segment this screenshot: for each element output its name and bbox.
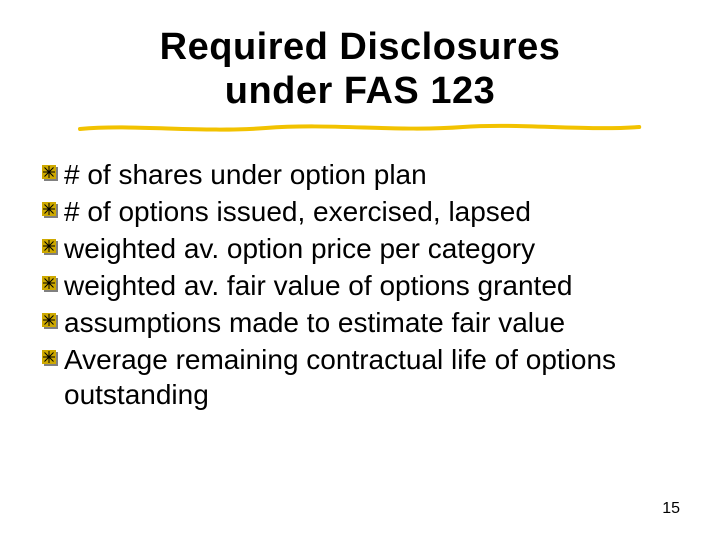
page-number: 15	[662, 500, 680, 518]
bullet-row: Average remaining contractual life of op…	[40, 342, 680, 412]
title-underline	[78, 121, 641, 135]
slide-title: Required Disclosures under FAS 123	[40, 26, 680, 113]
title-line-1: Required Disclosures	[160, 26, 561, 68]
bullet-icon	[40, 231, 64, 263]
bullet-row: # of shares under option plan	[40, 157, 680, 192]
slide: Required Disclosures under FAS 123 # of …	[0, 0, 720, 540]
bullet-icon	[40, 342, 64, 374]
bullet-icon	[40, 194, 64, 226]
bullet-icon	[40, 157, 64, 189]
bullet-icon	[40, 268, 64, 300]
bullet-text: assumptions made to estimate fair value	[64, 305, 565, 340]
bullet-row: weighted av. fair value of options grant…	[40, 268, 680, 303]
bullet-text: # of options issued, exercised, lapsed	[64, 194, 531, 229]
bullet-text: # of shares under option plan	[64, 157, 427, 192]
bullet-row: weighted av. option price per category	[40, 231, 680, 266]
bullet-list: # of shares under option plan# of option…	[40, 157, 680, 412]
bullet-row: # of options issued, exercised, lapsed	[40, 194, 680, 229]
bullet-text: Average remaining contractual life of op…	[64, 342, 680, 412]
bullet-text: weighted av. option price per category	[64, 231, 535, 266]
bullet-icon	[40, 305, 64, 337]
title-line-2: under FAS 123	[225, 70, 495, 112]
underline-svg	[78, 121, 641, 135]
bullet-row: assumptions made to estimate fair value	[40, 305, 680, 340]
bullet-text: weighted av. fair value of options grant…	[64, 268, 572, 303]
